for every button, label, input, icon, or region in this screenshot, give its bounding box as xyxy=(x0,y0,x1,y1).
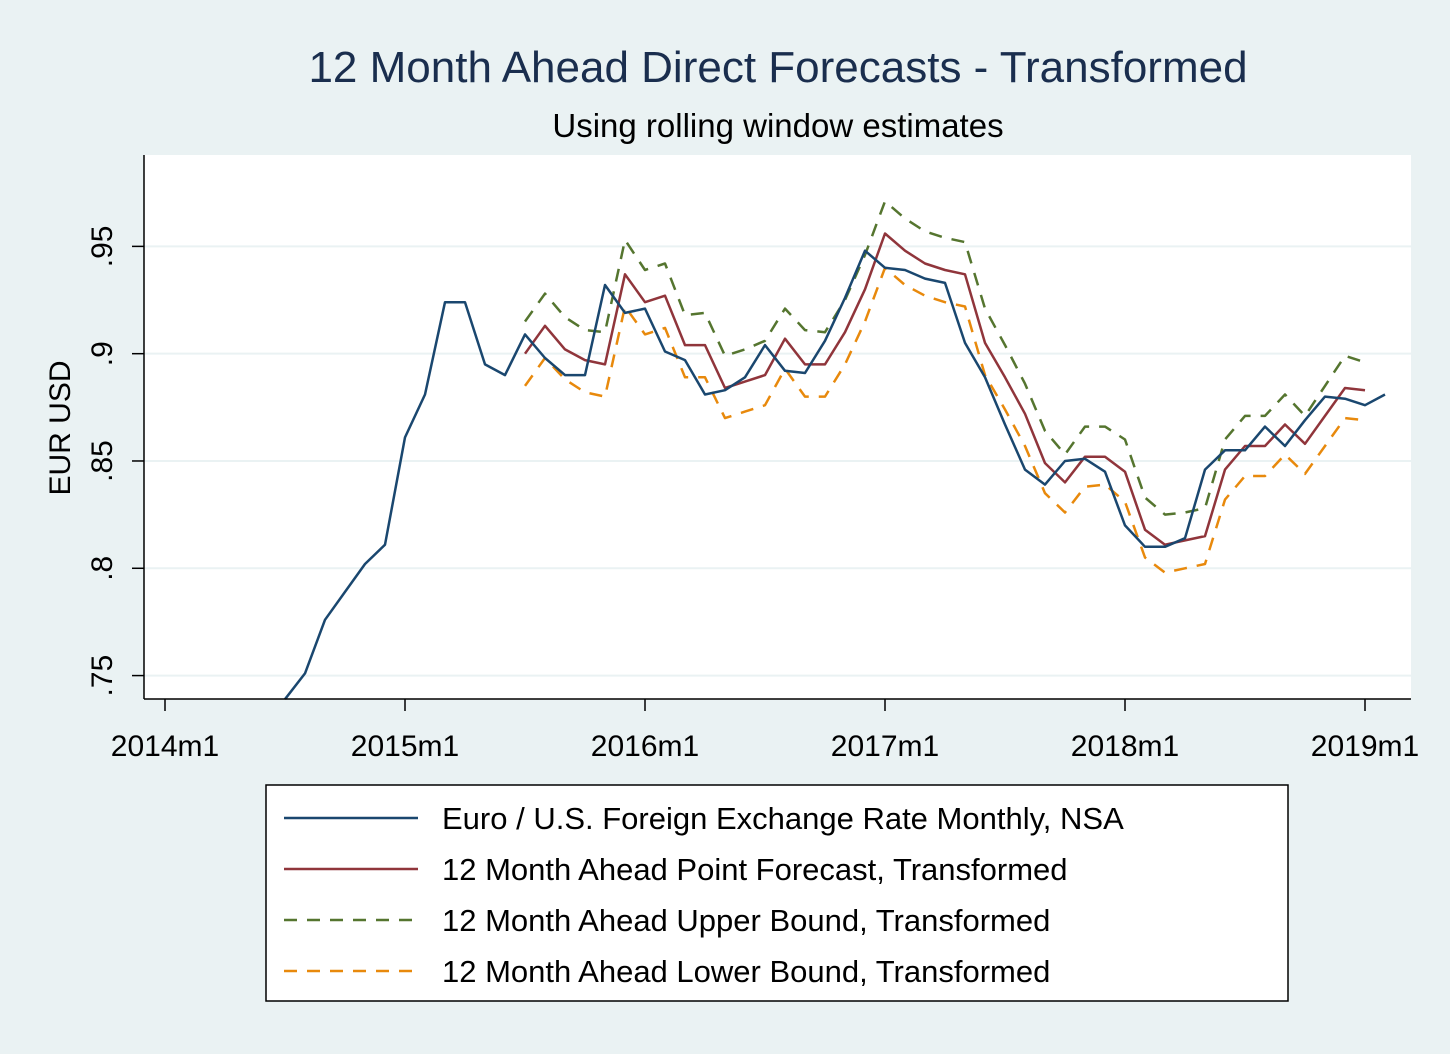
x-tick-label: 2015m1 xyxy=(351,730,459,763)
y-tick-label: .75 xyxy=(86,655,119,697)
x-tick-label: 2014m1 xyxy=(111,730,219,763)
y-tick-label: .9 xyxy=(86,341,119,366)
x-tick-label: 2018m1 xyxy=(1071,730,1179,763)
x-tick-label: 2019m1 xyxy=(1311,730,1419,763)
y-tick-label: .85 xyxy=(86,440,119,482)
series-line-3 xyxy=(523,266,1366,574)
legend: Euro / U.S. Foreign Exchange Rate Monthl… xyxy=(265,784,1289,1002)
legend-label-3: 12 Month Ahead Lower Bound, Transformed xyxy=(442,954,1050,989)
series-line-2 xyxy=(523,200,1366,516)
y-axis-label: EUR USD xyxy=(44,360,77,495)
y-tick-label: .8 xyxy=(86,556,119,581)
chart-subtitle: Using rolling window estimates xyxy=(552,107,1003,144)
grid-lines xyxy=(144,245,1411,677)
x-tick-label: 2017m1 xyxy=(831,730,939,763)
legend-label-0: Euro / U.S. Foreign Exchange Rate Monthl… xyxy=(442,801,1124,836)
series-line-0 xyxy=(284,249,1386,700)
series-line-1 xyxy=(523,232,1366,546)
chart-title: 12 Month Ahead Direct Forecasts - Transf… xyxy=(308,43,1247,92)
legend-label-1: 12 Month Ahead Point Forecast, Transform… xyxy=(442,852,1068,887)
x-ticks: 2014m1 2015m1 2016m1 2017m1 2018m1 2019m1 xyxy=(111,699,1419,763)
y-tick-label: .95 xyxy=(86,226,119,268)
plot-area xyxy=(144,155,1411,699)
y-ticks: .75 .8 .85 .9 .95 xyxy=(86,226,144,697)
legend-label-2: 12 Month Ahead Upper Bound, Transformed xyxy=(442,903,1050,938)
series-group xyxy=(284,200,1386,700)
x-tick-label: 2016m1 xyxy=(591,730,699,763)
legend-box xyxy=(265,784,1289,1002)
